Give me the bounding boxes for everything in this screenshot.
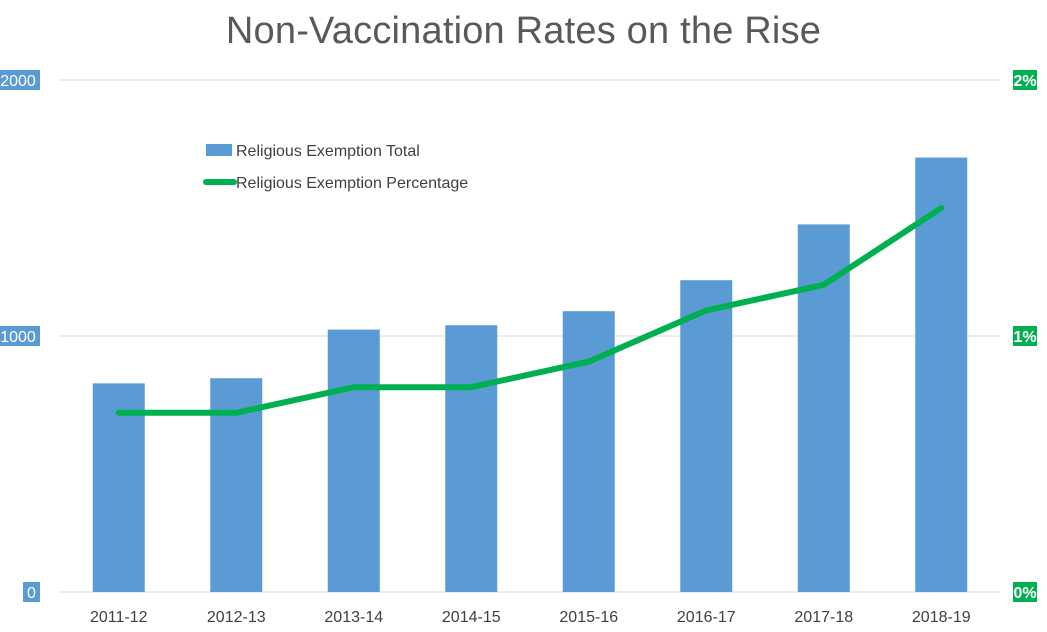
legend-label: Religious Exemption Total	[236, 143, 420, 160]
y-left-tick-bg	[0, 70, 40, 90]
x-tick-label: 2014-15	[442, 609, 501, 626]
chart-title: Non-Vaccination Rates on the Rise	[225, 10, 822, 52]
legend: Religious Exemption Total Religious Exemp…	[203, 143, 468, 192]
bar	[680, 280, 733, 592]
y-right-tick-label: 1%	[1013, 329, 1036, 346]
line-series	[115, 205, 945, 416]
y-right-tick-label: 2%	[1013, 73, 1036, 90]
y-left-tick: 0	[23, 582, 40, 602]
x-tick-label: 2018-19	[912, 609, 971, 626]
bar	[562, 311, 615, 592]
y-left-tick-label: 2000	[0, 73, 36, 90]
y-right-tick-bg	[1013, 326, 1037, 346]
y-left-tick: 2000	[0, 70, 40, 90]
y-left-tick-label: 1000	[0, 329, 36, 346]
bar	[797, 224, 850, 592]
bars-series	[92, 157, 968, 592]
y-left-tick-bg	[0, 326, 40, 346]
y-right-tick-bg	[1013, 70, 1037, 90]
bar	[915, 157, 968, 592]
axes: 0 1000 2000 0% 1% 2% 2011-12 2012-13 2013-14 2014…	[0, 70, 1037, 626]
y-right-tick: 2%	[1013, 70, 1037, 90]
y-left-tick-bg	[23, 582, 40, 602]
legend-label: Religious Exemption Percentage	[236, 175, 468, 192]
grid	[60, 79, 1000, 593]
x-tick-label: 2015-16	[559, 609, 618, 626]
legend-swatch-bar	[206, 144, 232, 156]
x-tick-label: 2011-12	[90, 609, 148, 626]
x-tick-label: 2012-13	[207, 609, 266, 626]
y-right-tick: 1%	[1013, 326, 1037, 346]
bar	[327, 329, 380, 592]
bar	[445, 325, 498, 592]
bar	[92, 383, 145, 592]
y-right-tick-bg	[1013, 582, 1037, 602]
y-left-tick: 1000	[0, 326, 40, 346]
y-left-tick-label: 0	[27, 585, 36, 602]
y-right-tick-label: 0%	[1013, 585, 1036, 602]
x-tick-label: 2013-14	[324, 609, 383, 626]
y-right-tick: 0%	[1013, 582, 1037, 602]
x-tick-label: 2016-17	[677, 609, 736, 626]
x-tick-label: 2017-18	[794, 609, 853, 626]
series-line	[115, 205, 945, 416]
